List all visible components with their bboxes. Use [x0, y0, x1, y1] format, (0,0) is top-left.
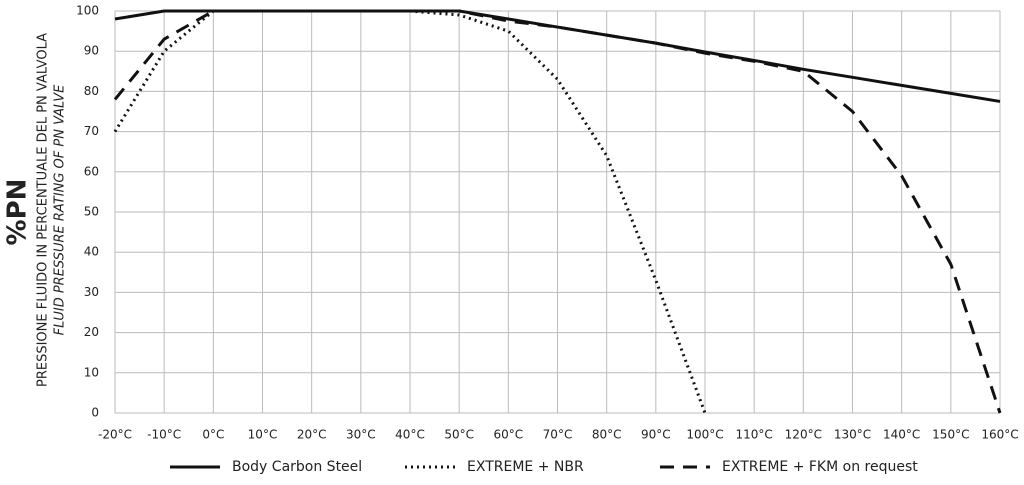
x-tick-label: 40°C: [395, 428, 425, 442]
legend-label: EXTREME + NBR: [467, 459, 584, 475]
y-tick-label: 10: [84, 365, 99, 379]
y-tick-label: 90: [84, 44, 99, 58]
y-axis-label-en: FLUID PRESSURE RATING OF PN VALVE: [53, 84, 68, 336]
series-line: [114, 9, 1001, 103]
x-tick-label: 10°C: [248, 428, 278, 442]
y-tick-label: 30: [84, 285, 99, 299]
x-tick-label: 130°C: [834, 428, 871, 442]
y-tick-label: 60: [84, 164, 99, 178]
x-tick-label: 100°C: [686, 428, 723, 442]
x-tick-label: 160°C: [981, 428, 1018, 442]
y-tick-label: 80: [84, 84, 99, 98]
x-tick-label: 30°C: [346, 428, 376, 442]
y-axis-title: %PN: [3, 179, 33, 246]
y-axis-label: PRESSIONE FLUIDO IN PERCENTUALE DEL PN V…: [36, 33, 51, 387]
x-tick-label: 120°C: [785, 428, 822, 442]
y-tick-label: 70: [84, 124, 99, 138]
x-tick-label: 80°C: [592, 428, 622, 442]
series-line: [113, 9, 1002, 414]
x-tick-label: 50°C: [444, 428, 474, 442]
legend-label: EXTREME + FKM on request: [722, 459, 918, 475]
x-tick-label: 20°C: [297, 428, 327, 442]
x-tick-label: 140°C: [883, 428, 920, 442]
y-tick-label: 100: [76, 4, 99, 18]
y-tick-label: 20: [84, 325, 99, 339]
y-tick-label: 40: [84, 245, 99, 259]
legend-label: Body Carbon Steel: [232, 459, 362, 475]
y-tick-label: 50: [84, 205, 99, 219]
x-tick-label: 70°C: [543, 428, 573, 442]
x-tick-label: -20°C: [98, 428, 132, 442]
x-tick-label: 90°C: [641, 428, 671, 442]
y-tick-label: 0: [91, 406, 99, 420]
x-tick-label: 60°C: [494, 428, 524, 442]
x-tick-label: 0°C: [202, 428, 224, 442]
x-tick-label: -10°C: [147, 428, 181, 442]
x-tick-label: 150°C: [932, 428, 969, 442]
x-tick-label: 110°C: [736, 428, 773, 442]
